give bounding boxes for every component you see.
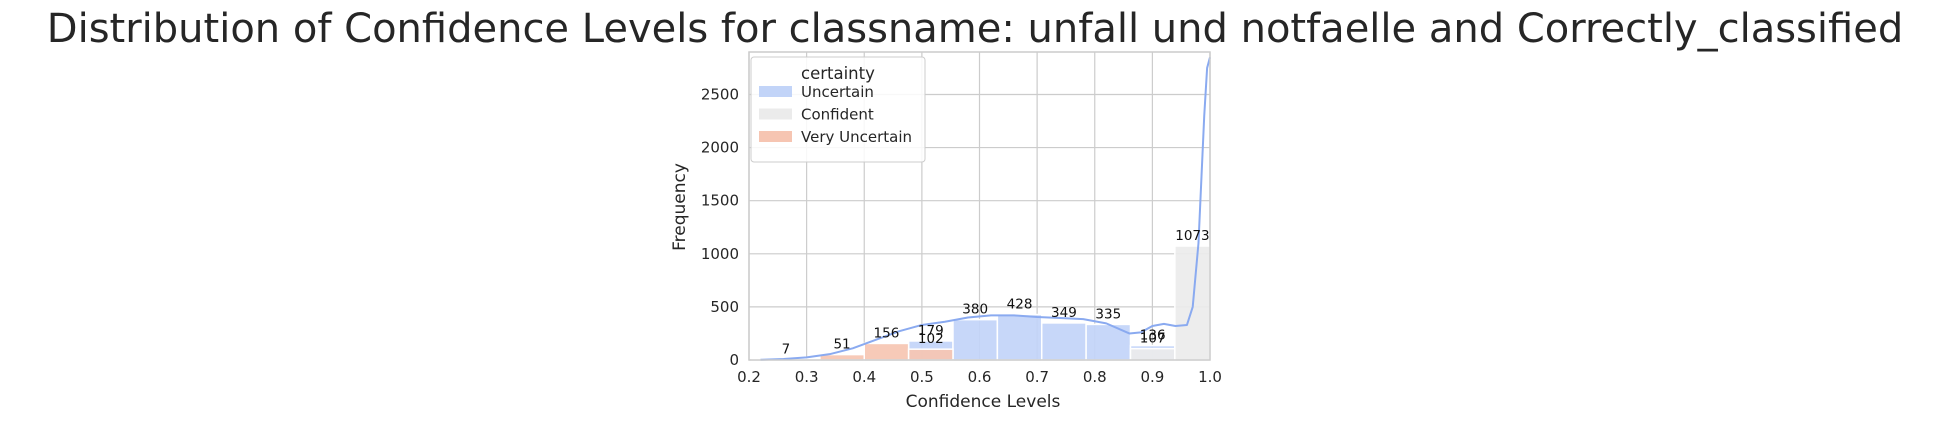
chart-title: Distribution of Confidence Levels for cl… [47, 6, 1903, 52]
legend-entry-label: Uncertain [801, 83, 874, 101]
bar-value-label: 179 [918, 323, 944, 339]
bar-value-label: 107 [1140, 331, 1166, 347]
bar-value-label: 136 [1140, 328, 1166, 344]
y-tick-labels: 0 500 1000 1500 2000 2500 [701, 85, 739, 369]
bar-uncertain [1040, 322, 1087, 361]
legend-entry-label: Very Uncertain [801, 128, 912, 146]
x-tick-label: 0.5 [910, 368, 934, 386]
bar-value-label: 156 [874, 325, 900, 341]
bar-value-label: 102 [918, 331, 944, 347]
y-tick-label: 500 [710, 298, 739, 316]
bar-very-uncertain [907, 348, 954, 361]
y-tick-label: 2500 [701, 85, 739, 103]
legend-swatch [759, 108, 792, 120]
x-tick-label: 0.9 [1140, 368, 1164, 386]
bar-uncertain [952, 318, 999, 361]
plot-border [748, 51, 1211, 361]
x-tick-labels: 0.2 0.3 0.4 0.5 0.6 0.7 0.8 0.9 1.0 [737, 368, 1222, 386]
y-tick-label: 1500 [701, 192, 739, 210]
kde-line [760, 57, 1211, 361]
plot-frame [748, 51, 1211, 361]
bar-value-label: 1073 [1175, 228, 1209, 244]
bar-value-label: 428 [1007, 297, 1033, 313]
legend-frame [750, 56, 926, 163]
bar-uncertain [996, 313, 1043, 361]
bar-confident [1129, 347, 1176, 361]
kde-curve [760, 57, 1211, 361]
legend-swatch [759, 86, 792, 97]
bar-uncertain [1085, 323, 1132, 361]
y-tick-label: 0 [729, 351, 739, 369]
bar-value-label: 349 [1051, 305, 1077, 321]
bar-value-label: 380 [962, 302, 988, 318]
legend-title: certainty [801, 64, 875, 83]
x-tick-label: 0.6 [968, 368, 992, 386]
bar-value-label: 51 [833, 337, 850, 353]
bar-value-label: 335 [1095, 306, 1121, 322]
x-tick-label: 0.8 [1083, 368, 1107, 386]
x-tick-label: 0.7 [1025, 368, 1049, 386]
bar-value-label: 7 [782, 341, 791, 357]
x-axis-label: Confidence Levels [906, 392, 1061, 412]
legend-swatch [759, 131, 792, 142]
legend-items: Uncertain Confident Very Uncertain [759, 83, 912, 146]
y-tick-label: 2000 [701, 139, 739, 157]
x-tick-label: 0.4 [852, 368, 876, 386]
x-tick-label: 0.2 [737, 368, 761, 386]
x-tick-label: 0.3 [795, 368, 819, 386]
y-tick-label: 1000 [701, 245, 739, 263]
y-axis-label: Frequency [670, 163, 690, 251]
legend-entry-label: Confident [801, 106, 874, 124]
bar-very-uncertain [863, 342, 910, 361]
x-tick-label: 1.0 [1198, 368, 1222, 386]
legend: certainty Uncertain Confident Very Uncerta… [750, 56, 926, 163]
